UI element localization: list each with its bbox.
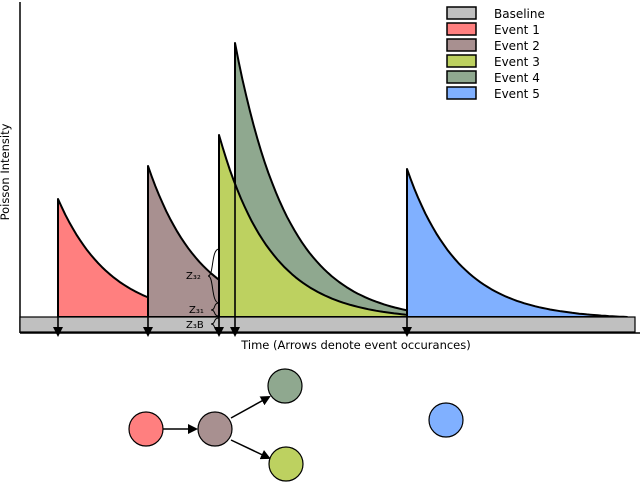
legend-item-event-4: Event 4 [446, 70, 540, 85]
intensity-curves [57, 42, 628, 318]
legend-item-event-1: Event 1 [446, 22, 540, 37]
graph-node-event-2 [197, 411, 233, 447]
influence-graph [128, 368, 464, 482]
z31-brace [210, 302, 220, 317]
z32-brace [207, 248, 220, 304]
event-arrows [53, 43, 412, 337]
legend-label-baseline: Baseline [494, 7, 545, 21]
legend-item-event-2: Event 2 [446, 38, 540, 53]
graph-node-event-4 [267, 368, 303, 404]
legend-label-event-5: Event 5 [494, 87, 540, 101]
legend-item-event-3: Event 3 [446, 54, 540, 69]
legend-swatch-event-3 [446, 54, 477, 68]
z31-label: Z₃₁ [189, 305, 204, 316]
intensity-curve-event-5 [406, 168, 628, 318]
legend-label-event-1: Event 1 [494, 23, 540, 37]
legend-label-event-3: Event 3 [494, 55, 540, 69]
legend-swatch-baseline [446, 6, 477, 20]
z31-annotation: Z₃₁ [189, 302, 220, 317]
legend: Baseline Event 1 Event 2 Event 3 Event 4… [446, 6, 545, 101]
y-axis-label: Poisson Intensity [0, 123, 12, 220]
legend-item-baseline: Baseline [446, 6, 545, 21]
graph-node-event-5 [428, 402, 464, 438]
z32-label: Z₃₂ [186, 271, 201, 282]
edge-event-2-to-event-4 [230, 396, 271, 419]
legend-label-event-4: Event 4 [494, 71, 540, 85]
edge-event-2-to-event-3 [230, 439, 271, 460]
baseline-bar [19, 316, 636, 333]
legend-label-event-2: Event 2 [494, 39, 540, 53]
legend-item-event-5: Event 5 [446, 86, 540, 101]
z3b-brace [210, 317, 220, 332]
z32-annotation: Z₃₂ [186, 248, 220, 304]
intensity-curve-event-3 [218, 134, 439, 318]
z3b-annotation: Z₃B [186, 317, 220, 332]
graph-node-event-1 [128, 411, 164, 447]
legend-swatch-event-1 [446, 22, 477, 36]
graph-node-event-3 [268, 446, 304, 482]
x-axis-label: Time (Arrows denote event occurances) [240, 338, 471, 352]
legend-swatch-event-2 [446, 38, 477, 52]
z3b-label: Z₃B [186, 320, 204, 331]
legend-swatch-event-5 [446, 86, 477, 100]
legend-swatch-event-4 [446, 70, 477, 84]
